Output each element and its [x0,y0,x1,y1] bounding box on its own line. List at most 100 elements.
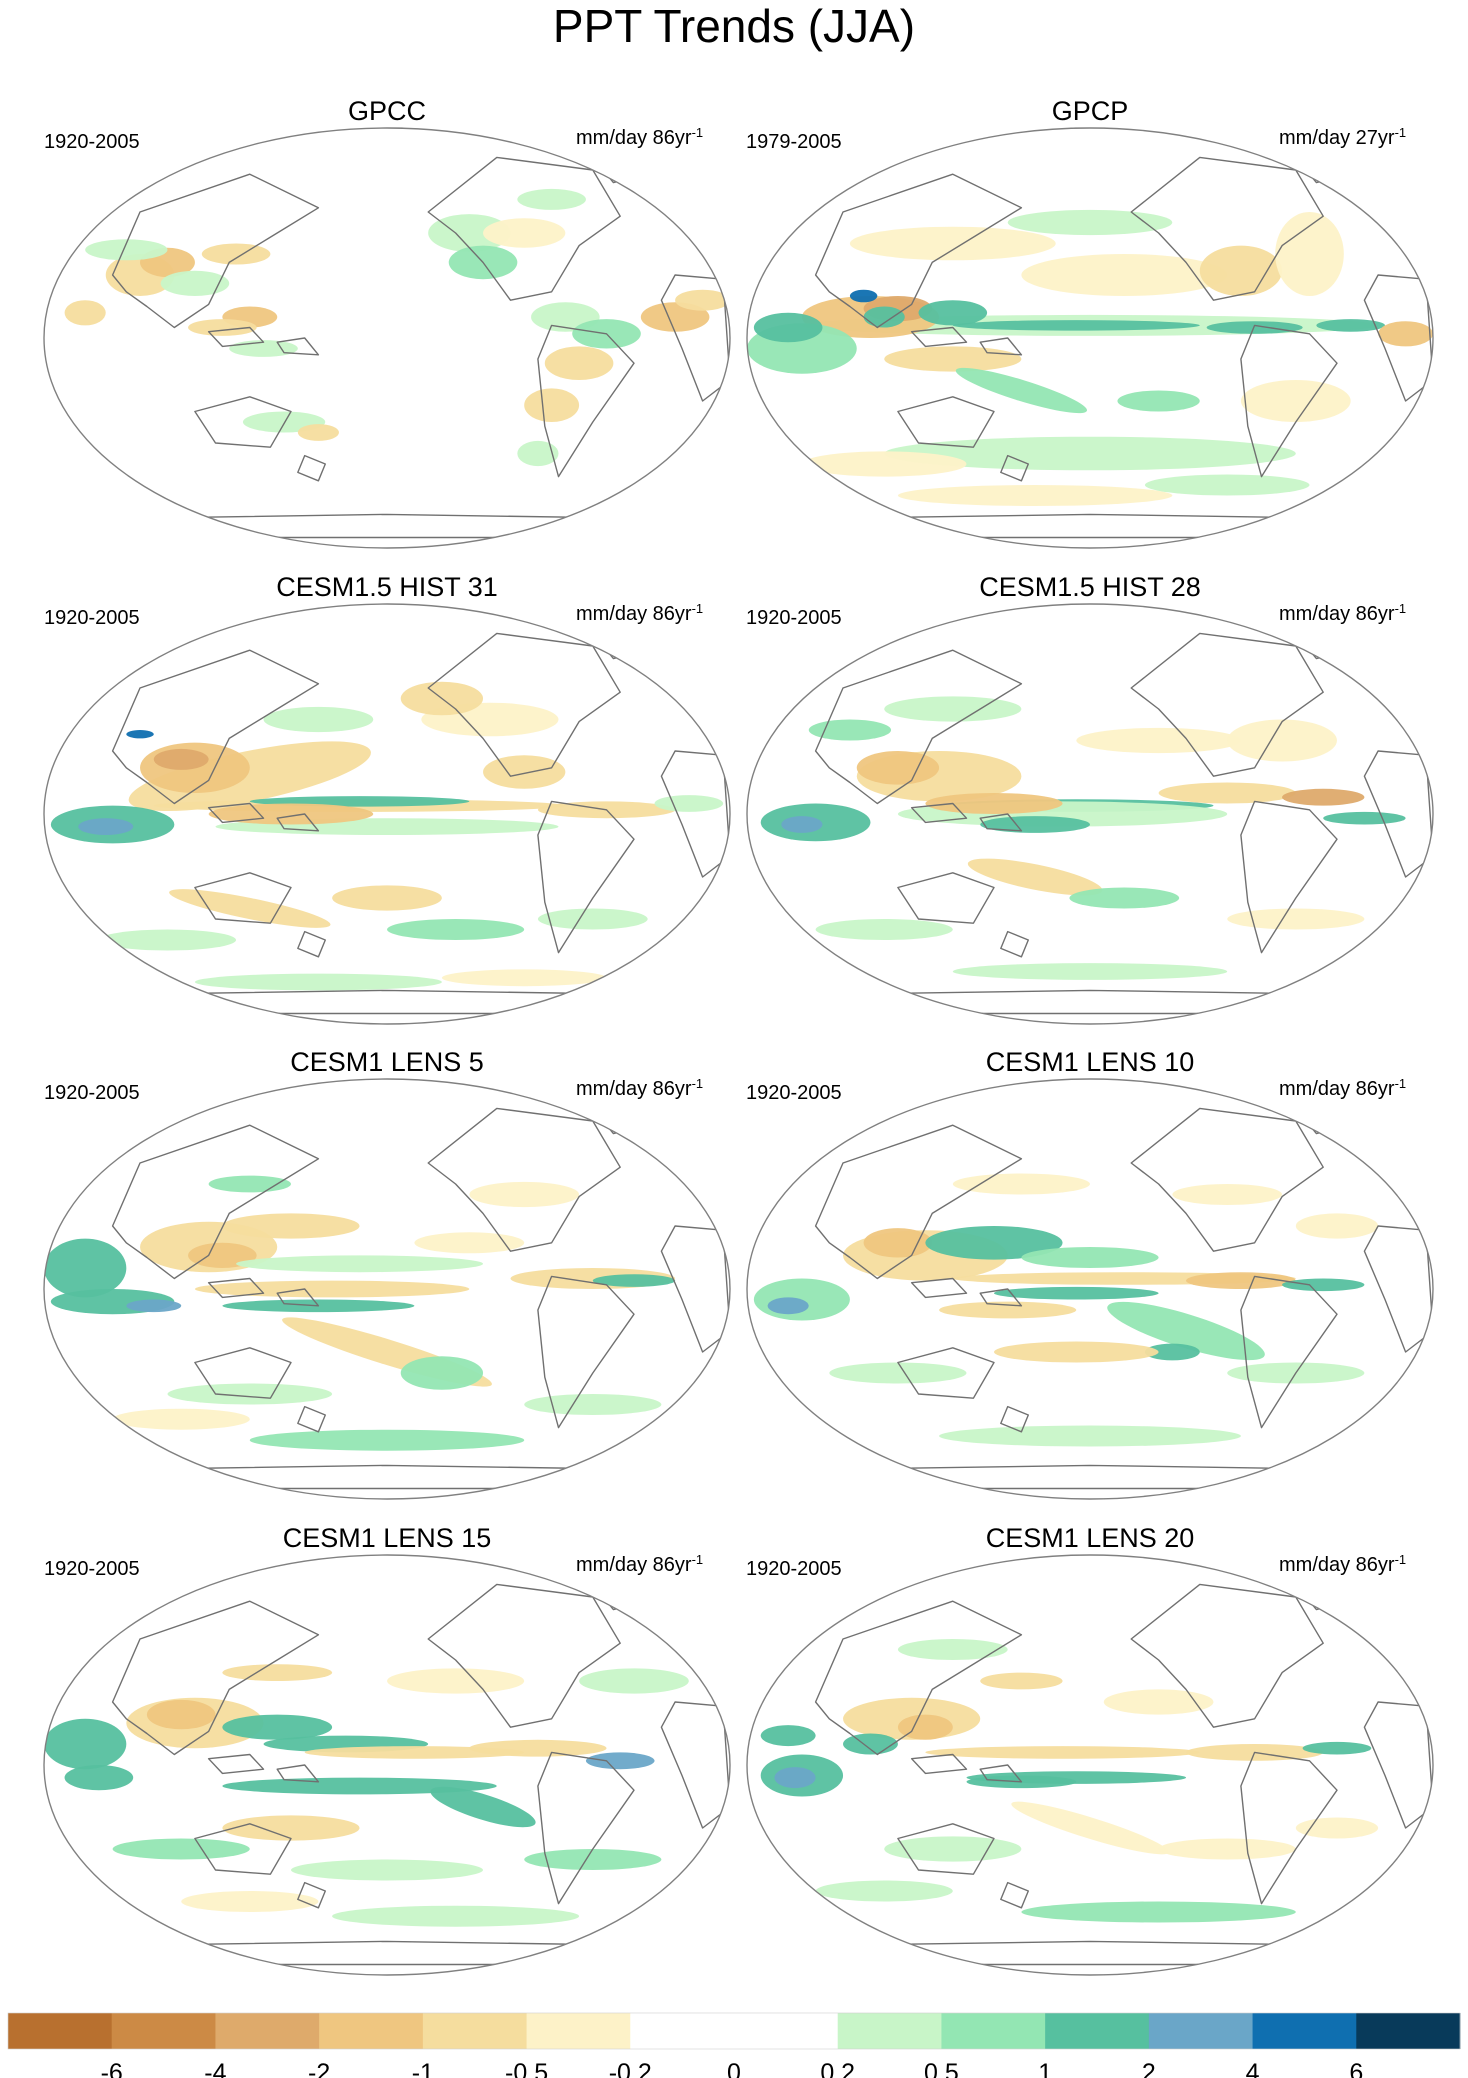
trend-contour [774,1767,816,1789]
coastline [297,1881,326,1909]
trend-contour [222,1213,360,1239]
coastline [979,1764,1023,1783]
trend-contour [1275,212,1344,296]
units-label: mm/day 86yr [1279,1078,1395,1100]
trend-contour [856,751,940,785]
trend-contour [290,1859,484,1881]
coastline [297,454,326,482]
map-border [43,1554,731,1976]
panel-title: CESM1.5 HIST 28 [979,572,1201,602]
precip-field [747,209,1433,506]
colorbar-tick-label: 1 [1038,2059,1052,2078]
trend-contour [1158,782,1296,804]
units-label: mm/day 86yr [576,1078,692,1100]
coastline [1240,1275,1338,1429]
coastline [1130,1583,1324,1728]
trend-contour [1295,1817,1379,1839]
units-exponent: -1 [692,125,704,140]
panel-units: mm/day 86yr-1 [576,601,703,626]
panel-period: 1920-2005 [746,1558,842,1580]
trend-contour [1144,1343,1200,1361]
colorbar-tick-label: 0 [727,2059,741,2078]
panel-units: mm/day 86yr-1 [576,125,703,150]
trend-contour [1069,887,1180,909]
trend-contour [249,1429,525,1451]
units-exponent: -1 [1395,125,1407,140]
trend-contour [1186,1272,1296,1289]
coastline [537,1275,635,1429]
coastline [1240,324,1338,478]
panel-period: 1979-2005 [746,131,842,153]
trend-contour [44,1238,127,1298]
panel-units: mm/day 86yr-1 [1279,1552,1406,1577]
trend-contour [414,1232,525,1254]
coastline [1000,930,1029,958]
precip-field [760,1639,1379,1923]
trend-contour [194,1280,470,1298]
colorbar-tick-label: 0.5 [924,2059,959,2078]
panel-title: CESM1 LENS 20 [986,1523,1195,1553]
trend-contour [98,929,237,951]
units-label: mm/day 86yr [576,603,692,625]
colorbar-box [526,2013,631,2049]
trend-contour [263,706,374,733]
trend-contour [952,963,1228,980]
colorbar-tick-label: -1 [412,2059,434,2078]
colorbar-tick-label: 4 [1246,2059,1260,2078]
precip-field [760,696,1406,980]
units-label: mm/day 86yr [576,1554,692,1576]
units-label: mm/day 86yr [1279,1554,1395,1576]
coastline [207,326,265,348]
coastline [910,1277,968,1299]
panel-title: CESM1 LENS 10 [986,1047,1195,1077]
trend-contour [801,451,967,477]
trend-contour [222,1664,333,1681]
trend-contour [980,1672,1063,1690]
coastline [297,1405,326,1433]
trend-contour [1021,1247,1159,1268]
trend-contour [753,312,823,343]
trend-contour [1011,1801,1169,1855]
panel-period: 1920-2005 [746,607,842,629]
trend-contour [753,1278,850,1321]
map-border [746,127,1434,549]
coastline [194,396,292,448]
trend-contour [675,289,730,311]
trend-contour [430,1786,536,1828]
trend-contour [188,1242,257,1268]
colorbar-tick-label: -0.5 [505,2059,548,2078]
coastline [979,1288,1023,1307]
trend-contour [1227,908,1365,930]
panel-units: mm/day 86yr-1 [1279,1076,1406,1101]
trend-contour [194,973,442,991]
coastline [814,649,1023,805]
trend-contour [654,795,724,812]
trend-contour [939,1425,1241,1447]
colorbar-box [111,2013,216,2049]
coastline [276,813,320,832]
coastline [910,1753,968,1775]
trend-contour [1206,321,1303,334]
trend-contour [524,388,580,423]
map-panel: GPCC 1920-2005 mm/day 86yr-1 [43,96,731,549]
trend-contour [592,1274,676,1287]
coastline [1240,800,1338,954]
trend-contour [1021,1901,1296,1923]
map-border [746,1554,1434,1976]
trend-contour [849,289,878,303]
colorbar-box [837,2013,942,2049]
coastline [897,1823,995,1875]
precip-field [753,1173,1379,1447]
units-exponent: -1 [1395,1552,1407,1567]
coastline [194,1823,292,1875]
map-border [43,127,731,549]
coastline [814,173,1023,329]
coastline [427,156,621,301]
trend-contour [760,1725,816,1747]
trend-contour [332,1905,580,1927]
colorbar-tick-label: -2 [308,2059,330,2078]
trend-contour [112,1838,250,1860]
precip-field [44,1664,689,1927]
trend-contour [483,755,566,789]
